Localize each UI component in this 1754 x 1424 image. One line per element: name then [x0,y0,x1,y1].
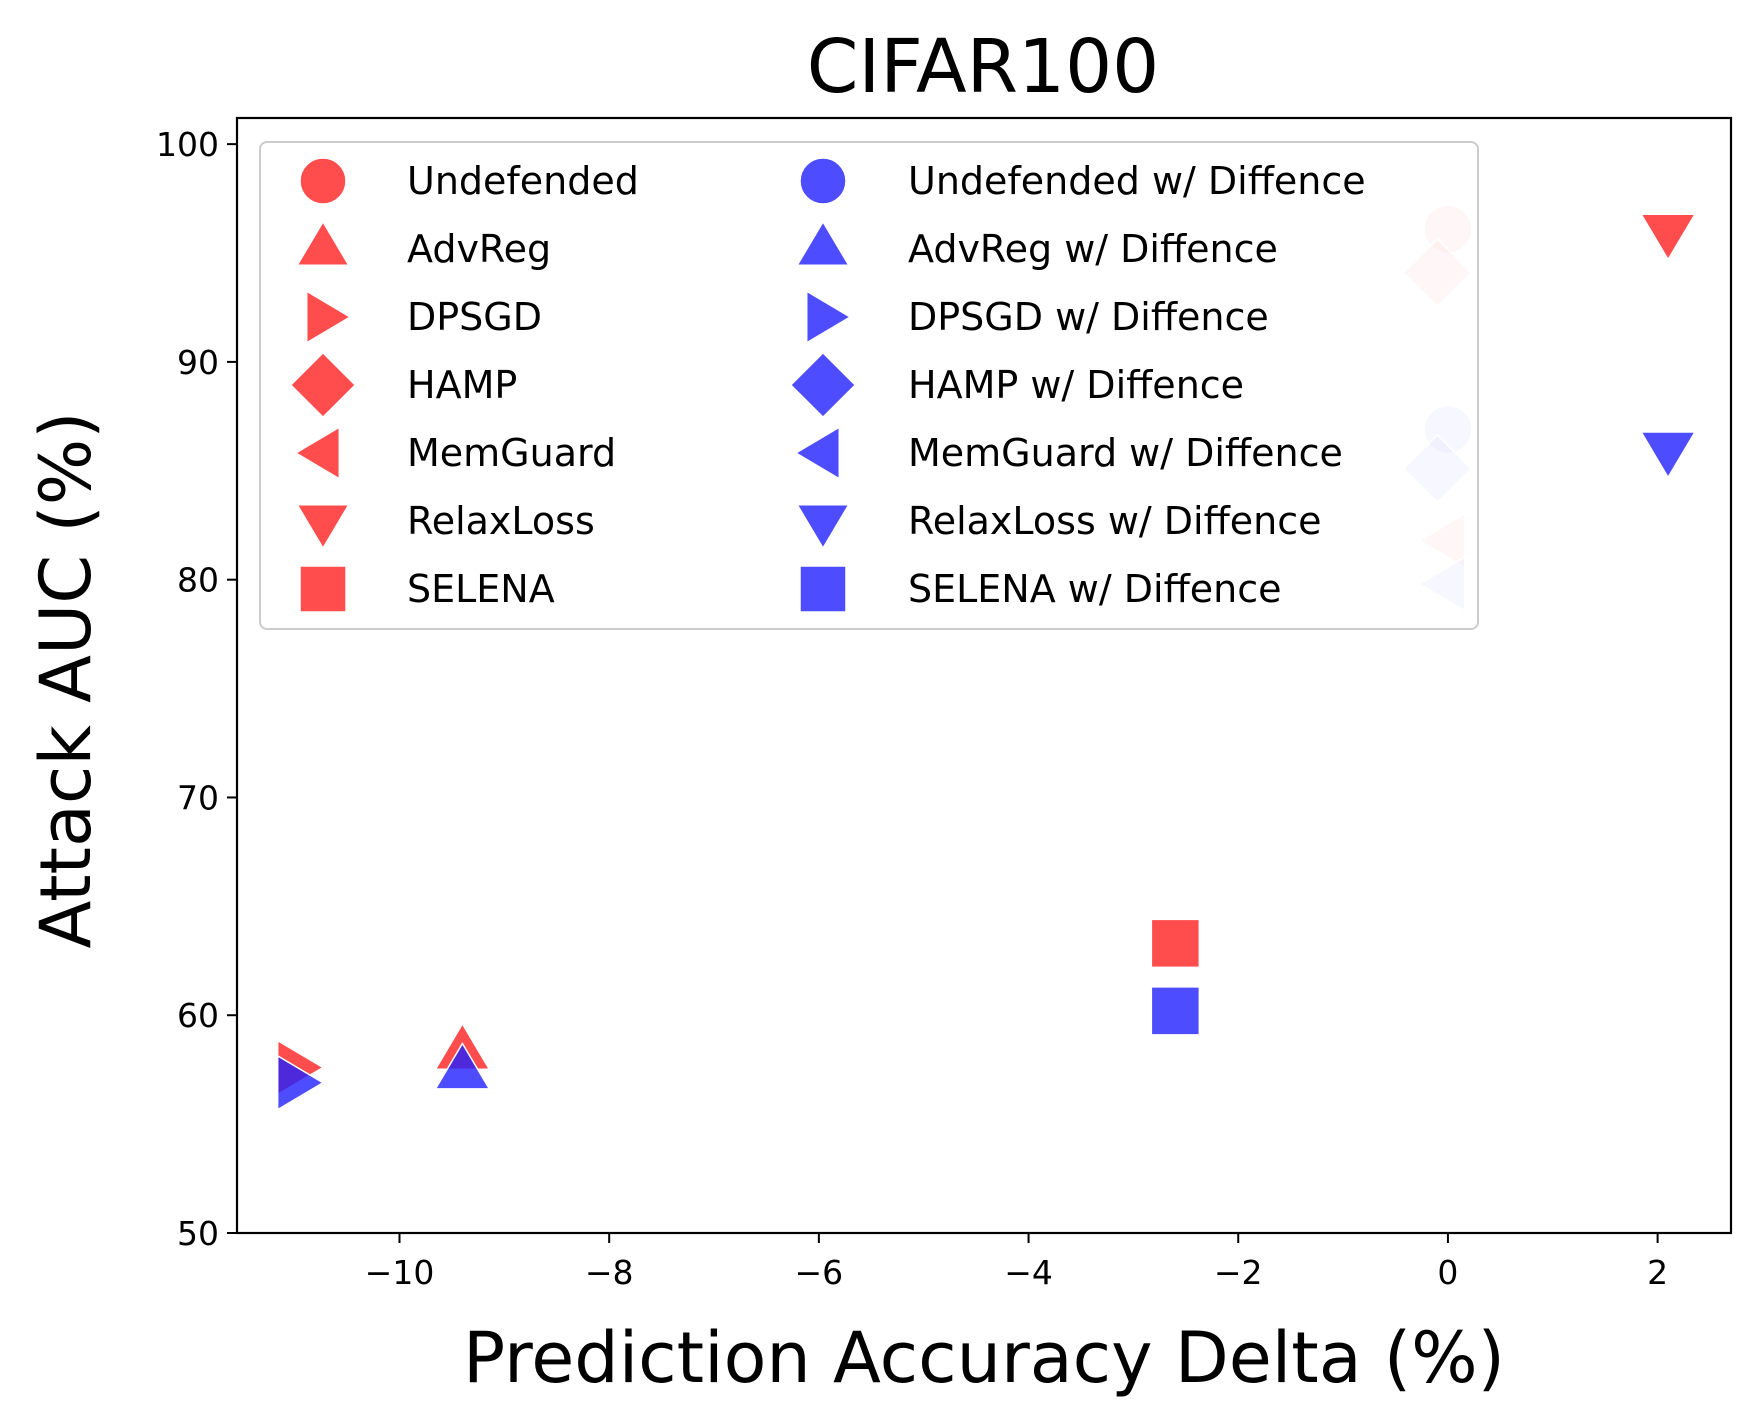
point-selena-w-diffence [1150,986,1201,1036]
legend-item: DPSGD w/ Diffence [805,289,1269,345]
legend-item: RelaxLoss [295,499,595,550]
legend-label: HAMP w/ Diffence [908,363,1244,407]
x-tick-label: −10 [365,1253,435,1292]
legend-item: Undefended [299,157,639,205]
point-relaxloss-w-diffence [1639,431,1697,479]
x-tick-label: −4 [1004,1253,1053,1292]
y-axis: 50 60 70 80 90 100 [156,125,237,1253]
x-tick-label: −2 [1214,1253,1263,1292]
legend-marker [305,289,352,345]
legend-item: HAMP w/ Diffence [789,351,1244,419]
plot-frame [235,116,1733,1235]
legend-label: AdvReg w/ Diffence [908,227,1278,271]
legend-marker [289,351,357,419]
legend-label: AdvReg [407,227,551,271]
legend-label: HAMP [407,363,517,407]
legend-label: Undefended [407,159,639,203]
y-tick-label: 90 [177,343,219,382]
legend-marker [795,220,851,267]
legend-marker [789,351,857,419]
legend-item: Undefended w/ Diffence [799,157,1366,205]
legend-marker [295,220,351,267]
y-tick-label: 50 [177,1214,219,1253]
point-relaxloss [1639,213,1697,262]
y-axis-label: Attack AUC (%) [25,411,107,948]
legend-item: HAMP [289,351,517,419]
x-tick-label: 0 [1437,1253,1458,1292]
legend-label: RelaxLoss w/ Diffence [908,499,1322,543]
y-tick-label: 60 [177,996,219,1035]
legend-label: SELENA [407,567,555,611]
point-selena [1150,918,1201,969]
legend-item: MemGuard w/ Diffence [794,425,1343,481]
legend-marker [295,503,351,550]
legend: Undefended AdvReg DPSGD HAMP MemGuard RelaxLo… [259,141,1479,630]
legend-marker [794,425,841,481]
legend-item: AdvReg w/ Diffence [795,220,1278,271]
legend-marker [799,565,847,613]
chart-title: CIFAR100 [807,24,1160,110]
legend-marker [299,157,347,205]
legend-item: RelaxLoss w/ Diffence [795,499,1322,550]
legend-box [259,141,1479,630]
legend-label: Undefended w/ Diffence [908,159,1366,203]
legend-marker [294,425,341,481]
x-tick-label: 2 [1647,1253,1668,1292]
y-tick-label: 70 [177,778,219,817]
y-tick-label: 100 [156,125,219,164]
legend-label: DPSGD [407,295,542,339]
legend-item: SELENA [299,565,555,613]
legend-item: DPSGD [305,289,542,345]
legend-marker [795,503,851,550]
point-advreg-w-diffence [434,1042,491,1090]
legend-item: SELENA w/ Diffence [799,565,1282,613]
legend-item: AdvReg [295,220,551,271]
legend-label: MemGuard [407,431,616,475]
y-tick-label: 80 [177,561,219,600]
x-tick-label: −8 [585,1253,634,1292]
point-dpsgd-w-diffence [276,1054,325,1111]
legend-label: SELENA w/ Diffence [908,567,1282,611]
legend-marker [799,157,847,205]
x-axis: −10 −8 −6 −4 −2 0 2 [365,1233,1668,1292]
legend-marker [299,565,347,613]
legend-label: RelaxLoss [407,499,595,543]
legend-marker [805,289,852,345]
x-axis-label: Prediction Accuracy Delta (%) [463,1317,1505,1399]
legend-label: DPSGD w/ Diffence [908,295,1269,339]
legend-label: MemGuard w/ Diffence [908,431,1343,475]
x-tick-label: −6 [795,1253,844,1292]
legend-item: MemGuard [294,425,616,481]
